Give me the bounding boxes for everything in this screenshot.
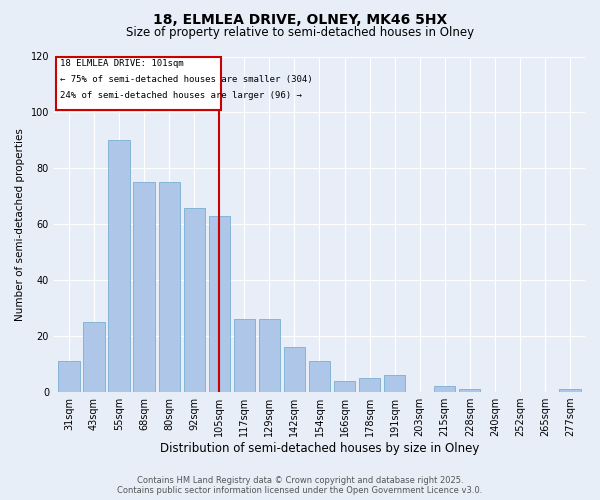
- Bar: [133, 182, 155, 392]
- X-axis label: Distribution of semi-detached houses by size in Olney: Distribution of semi-detached houses by …: [160, 442, 479, 455]
- Bar: [459, 390, 481, 392]
- Bar: [334, 381, 355, 392]
- Bar: [259, 320, 280, 392]
- Bar: [434, 386, 455, 392]
- Bar: [309, 362, 330, 392]
- Text: 24% of semi-detached houses are larger (96) →: 24% of semi-detached houses are larger (…: [60, 92, 302, 100]
- Bar: [209, 216, 230, 392]
- Text: Size of property relative to semi-detached houses in Olney: Size of property relative to semi-detach…: [126, 26, 474, 39]
- Y-axis label: Number of semi-detached properties: Number of semi-detached properties: [15, 128, 25, 320]
- Bar: [158, 182, 180, 392]
- Bar: [184, 208, 205, 392]
- FancyBboxPatch shape: [56, 56, 221, 110]
- Text: Contains HM Land Registry data © Crown copyright and database right 2025.
Contai: Contains HM Land Registry data © Crown c…: [118, 476, 482, 495]
- Bar: [233, 320, 255, 392]
- Bar: [559, 390, 581, 392]
- Bar: [83, 322, 104, 392]
- Bar: [284, 348, 305, 392]
- Text: ← 75% of semi-detached houses are smaller (304): ← 75% of semi-detached houses are smalle…: [60, 74, 313, 84]
- Bar: [359, 378, 380, 392]
- Bar: [58, 362, 80, 392]
- Text: 18 ELMLEA DRIVE: 101sqm: 18 ELMLEA DRIVE: 101sqm: [60, 60, 184, 68]
- Bar: [384, 376, 405, 392]
- Text: 18, ELMLEA DRIVE, OLNEY, MK46 5HX: 18, ELMLEA DRIVE, OLNEY, MK46 5HX: [153, 12, 447, 26]
- Bar: [109, 140, 130, 392]
